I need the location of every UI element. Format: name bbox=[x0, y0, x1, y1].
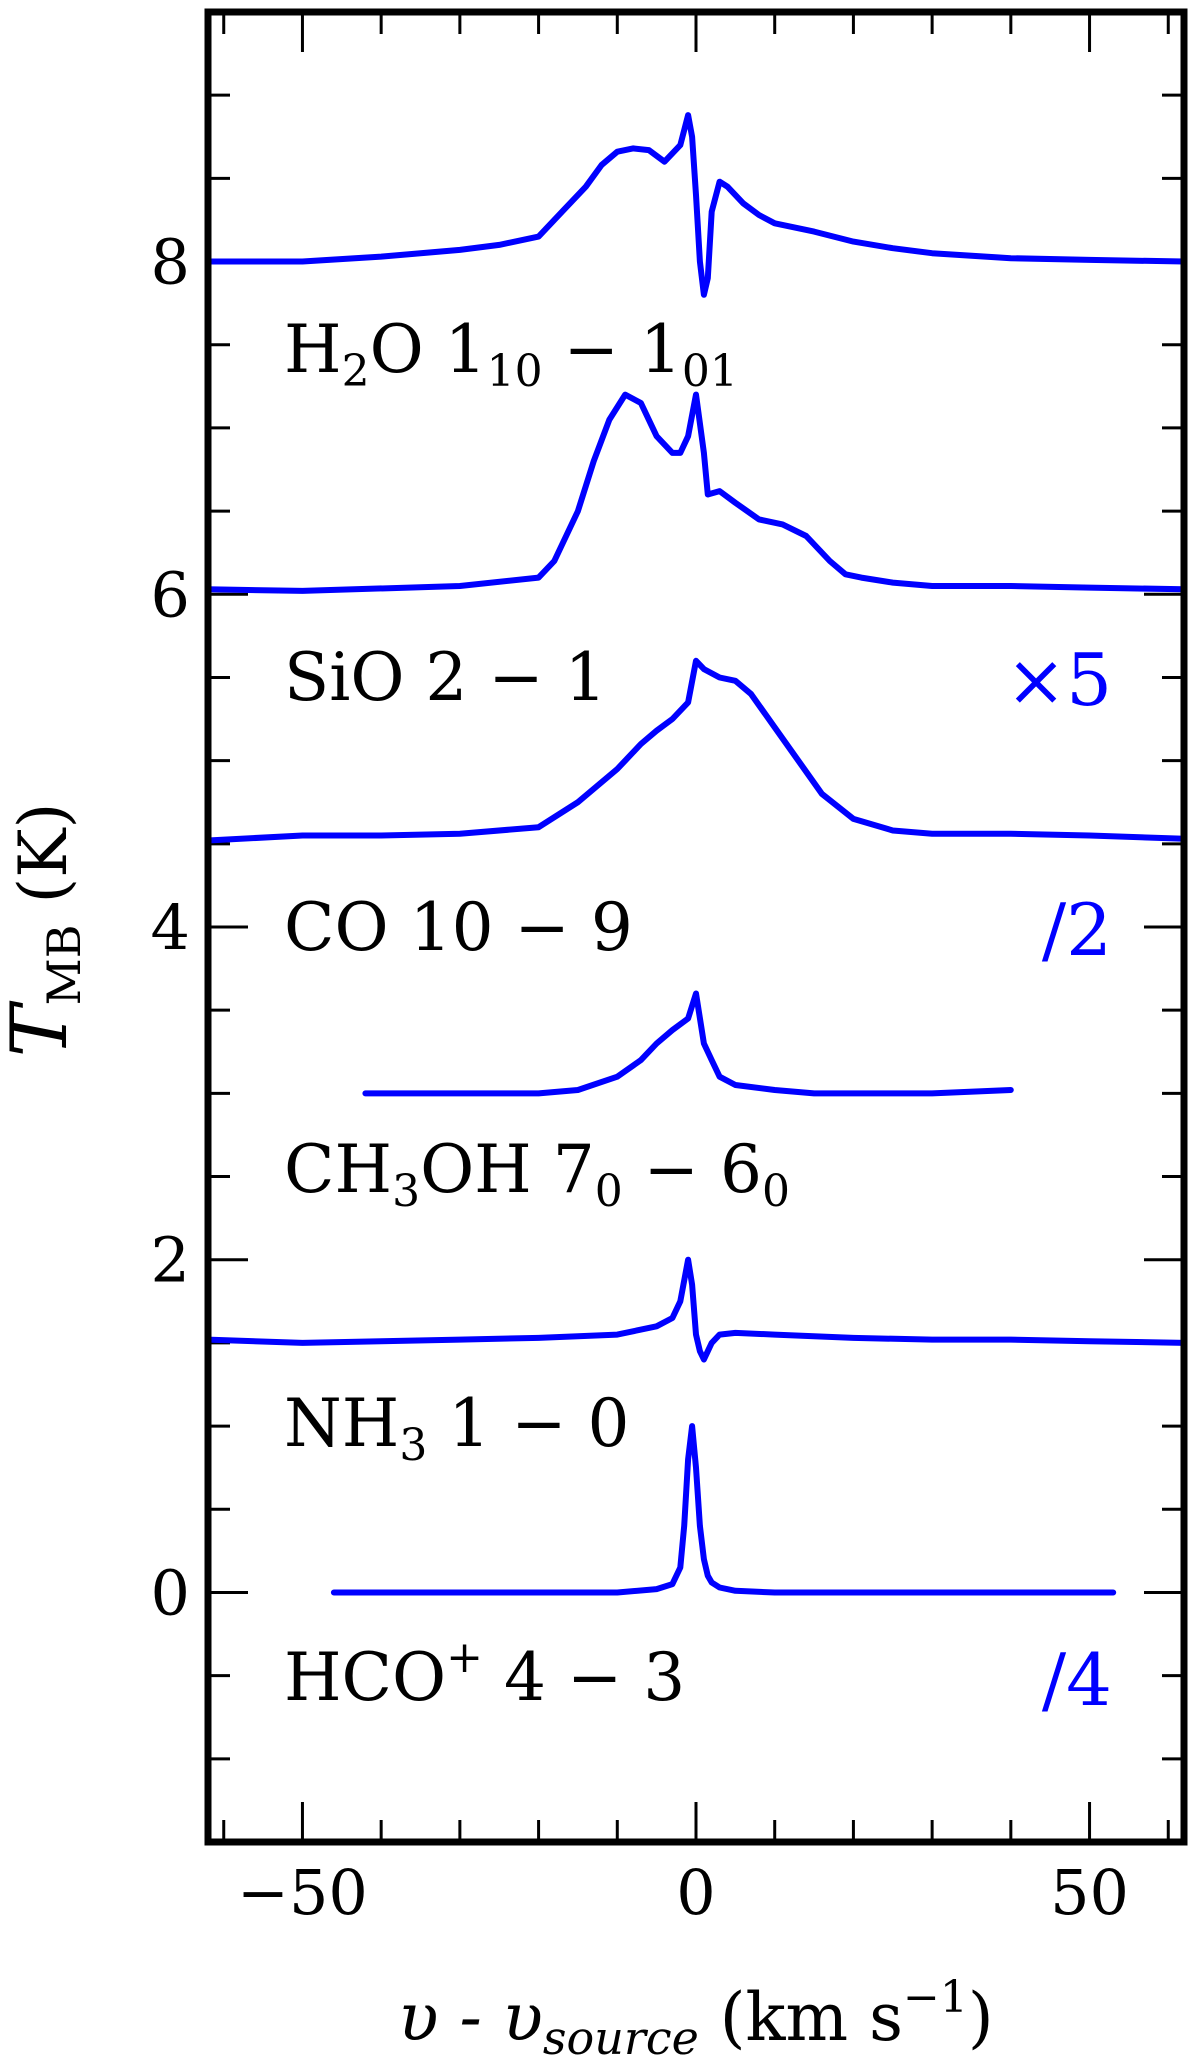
label-co: CO 10 − 9 bbox=[284, 889, 633, 966]
series-line-4 bbox=[205, 1256, 1187, 1363]
y-tick-label: 0 bbox=[151, 1556, 190, 1629]
series-layer bbox=[205, 112, 1187, 1596]
series-line-0 bbox=[205, 112, 1187, 298]
x-tick-label: 50 bbox=[1050, 1856, 1129, 1929]
plot-frame bbox=[204, 8, 1188, 1846]
y-axis-title: TMB (K) bbox=[0, 803, 91, 1058]
y-tick-label: 6 bbox=[151, 558, 190, 631]
x-tick-label: −50 bbox=[237, 1856, 368, 1929]
x-axis-title: υ - υsource (km s−1) bbox=[398, 1972, 993, 2065]
label-hcop: HCO+ 4 − 3 bbox=[284, 1632, 685, 1716]
series-line-1 bbox=[205, 391, 1187, 594]
series-line-2 bbox=[205, 657, 1187, 844]
y-tick-label: 8 bbox=[151, 226, 190, 299]
label-ch3oh: CH3OH 70 − 60 bbox=[284, 1131, 790, 1217]
label-sio: SiO 2 − 1 bbox=[284, 639, 607, 716]
scale-hcop: /4 bbox=[1042, 1638, 1112, 1722]
scale-sio: ×5 bbox=[1006, 638, 1112, 722]
x-tick-label: 0 bbox=[676, 1856, 715, 1929]
label-nh3: NH3 1 − 0 bbox=[284, 1385, 630, 1471]
label-h2o: H2O 110 − 101 bbox=[284, 311, 738, 397]
tick-labels: 0 2 4 6 8 −50 0 50 bbox=[151, 226, 1129, 1929]
scale-co: /2 bbox=[1042, 888, 1112, 972]
series-line-5 bbox=[330, 1423, 1117, 1596]
series-line-3 bbox=[362, 990, 1014, 1097]
y-tick-label: 2 bbox=[151, 1224, 190, 1297]
y-tick-label: 4 bbox=[151, 891, 190, 964]
